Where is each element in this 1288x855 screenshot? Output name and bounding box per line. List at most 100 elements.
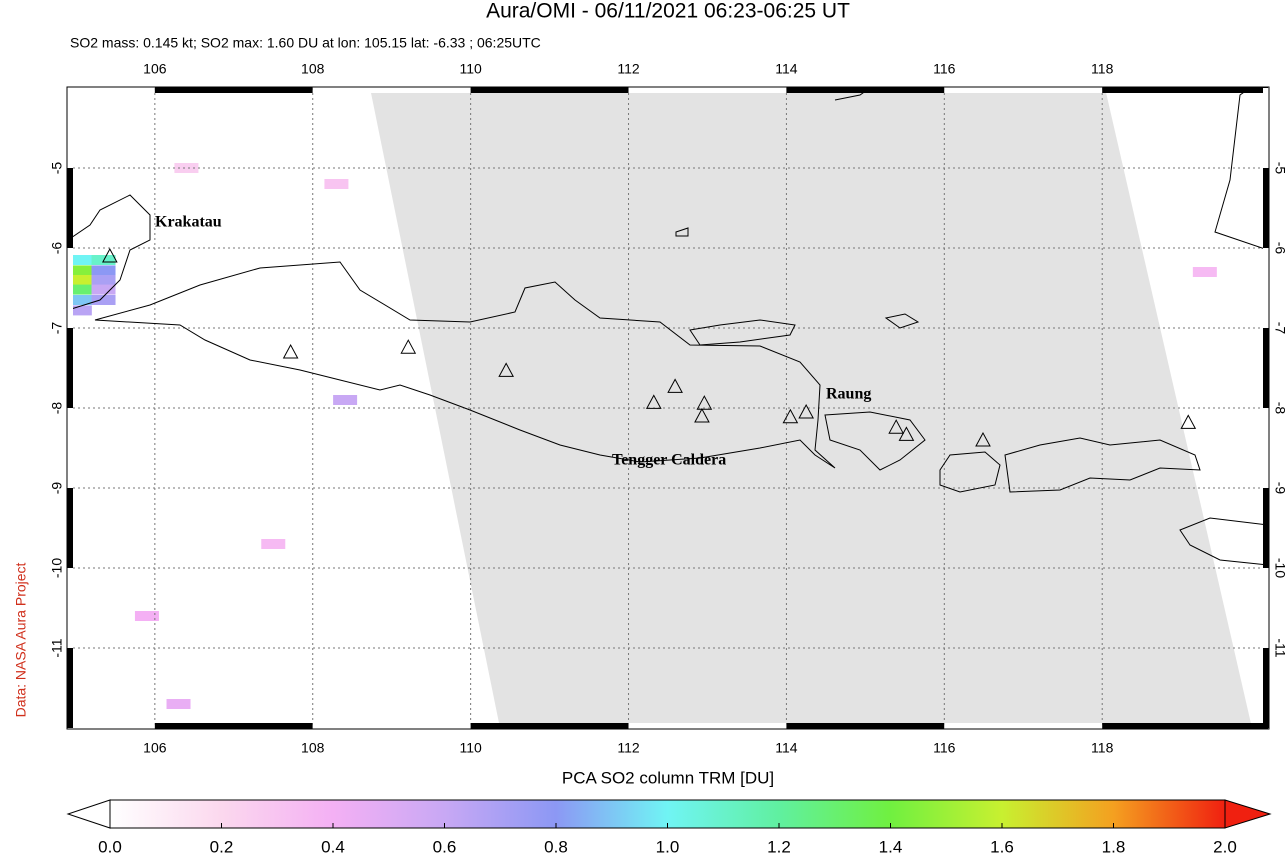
title: Aura/OMI - 06/11/2021 06:23-06:25 UT — [486, 0, 850, 23]
so2-pixel — [333, 395, 358, 405]
so2-pixel — [68, 295, 92, 305]
volcano — [782, 408, 799, 424]
frame-segment — [1263, 88, 1269, 168]
x-tick-label: 110 — [459, 740, 482, 756]
frame-segment — [1263, 648, 1269, 728]
coastline — [1179, 517, 1268, 566]
frame-segment — [470, 87, 629, 93]
frame-segment — [154, 723, 313, 729]
frame-segment — [67, 88, 73, 168]
coastline — [824, 411, 926, 471]
frame-segment — [312, 723, 471, 729]
so2-pixel — [1192, 267, 1217, 277]
y-tick-label: -6 — [1272, 242, 1288, 255]
x-tick-label: 114 — [775, 740, 798, 756]
volcano — [400, 339, 417, 354]
volcano-label: Raung — [826, 386, 871, 403]
so2-pixel — [261, 539, 286, 549]
frame-segment — [786, 87, 945, 93]
x-tick-label: 106 — [143, 740, 167, 756]
colorbar-tick-label: 0.0 — [98, 837, 122, 855]
y-tick-label: -5 — [1272, 162, 1288, 175]
frame-segment — [628, 87, 787, 93]
colorbar-over — [1224, 799, 1272, 829]
axes: 106 106 108 108 110 110 112 112 114 114 116 116 118 1… — [49, 61, 1288, 756]
colorbar-under — [66, 799, 111, 829]
frame-segment — [628, 723, 787, 729]
x-tick-label: 118 — [1091, 740, 1114, 756]
frame-segment — [67, 328, 73, 408]
colorbar-tick-label: 0.8 — [544, 837, 568, 855]
x-tick-label: 108 — [301, 61, 325, 77]
coastline — [689, 319, 796, 346]
so2-pixel — [68, 284, 92, 295]
frame-segment — [1263, 328, 1269, 408]
volcanoes — [102, 247, 1197, 447]
volcano — [102, 247, 118, 263]
so2-pixel — [324, 179, 349, 189]
coastline — [1004, 437, 1201, 493]
colorbar-tick-label: 2.0 — [1213, 837, 1237, 855]
volcano — [645, 394, 662, 409]
x-tick-label: 116 — [933, 61, 956, 77]
frame-segment — [944, 723, 1103, 729]
frame-segment — [67, 568, 73, 648]
y-tick-label: -8 — [49, 402, 65, 415]
frame-segment — [1263, 168, 1269, 248]
no-data-swath — [370, 88, 1252, 728]
coastline — [94, 261, 836, 469]
colorbar-tick-label: 1.2 — [767, 837, 791, 855]
frame-segment — [1263, 488, 1269, 568]
subtitle: SO2 mass: 0.145 kt; SO2 max: 1.60 DU at … — [70, 35, 541, 51]
frame-segment — [1102, 723, 1268, 729]
frame-segment — [312, 87, 471, 93]
colorbar: 0.0 0.2 0.4 0.6 0.8 1.0 1.2 1.4 1.6 1.8 2.0 — [66, 799, 1272, 855]
coastline — [68, 194, 151, 311]
x-tick-label: 106 — [143, 61, 167, 77]
y-tick-label: -5 — [49, 162, 65, 175]
y-tick-label: -11 — [1272, 638, 1288, 657]
frame-segment — [67, 408, 73, 488]
frame-segment — [67, 648, 73, 728]
frame-segment — [786, 723, 945, 729]
so2-pixel — [166, 699, 191, 709]
y-tick-label: -9 — [49, 482, 65, 495]
volcano — [1180, 414, 1197, 429]
frame-segment — [67, 168, 73, 248]
so2-pixel — [174, 163, 199, 173]
x-tick-label: 112 — [617, 61, 640, 77]
colorbar-label: PCA SO2 column TRM [DU] — [562, 768, 774, 787]
so2-pixel — [68, 255, 92, 265]
volcano — [694, 407, 710, 423]
y-tick-label: -6 — [49, 242, 65, 255]
x-tick-label: 108 — [301, 740, 325, 756]
volcano — [898, 426, 915, 441]
frame-border — [66, 86, 1270, 730]
x-tick-label: 116 — [933, 740, 956, 756]
colorbar-tick-label: 1.0 — [656, 837, 680, 855]
volcano — [798, 403, 814, 419]
so2-pixel — [68, 305, 92, 316]
x-tick-label: 110 — [459, 61, 482, 77]
map-frame — [66, 86, 1270, 730]
x-tick-label: 112 — [617, 740, 640, 756]
volcano — [667, 378, 683, 393]
so2-pixel — [91, 275, 116, 285]
frame-segment — [1263, 408, 1269, 488]
y-tick-label: -9 — [1272, 482, 1288, 495]
frame-segment — [1102, 87, 1268, 93]
colorbar-tick-label: 0.2 — [210, 837, 234, 855]
y-tick-label: -10 — [49, 558, 65, 578]
map — [68, 88, 1268, 728]
volcano-label: Tengger Caldera — [612, 452, 726, 469]
so2-pixel — [91, 284, 116, 295]
coastline — [675, 227, 920, 329]
frame-segment — [470, 723, 629, 729]
x-tick-label: 118 — [1091, 61, 1114, 77]
colorbar-tick-label: 0.4 — [321, 837, 345, 855]
volcano — [282, 343, 299, 359]
so2-pixel — [68, 275, 92, 285]
colorbar-tick-label: 1.6 — [990, 837, 1014, 855]
volcano — [696, 395, 713, 410]
